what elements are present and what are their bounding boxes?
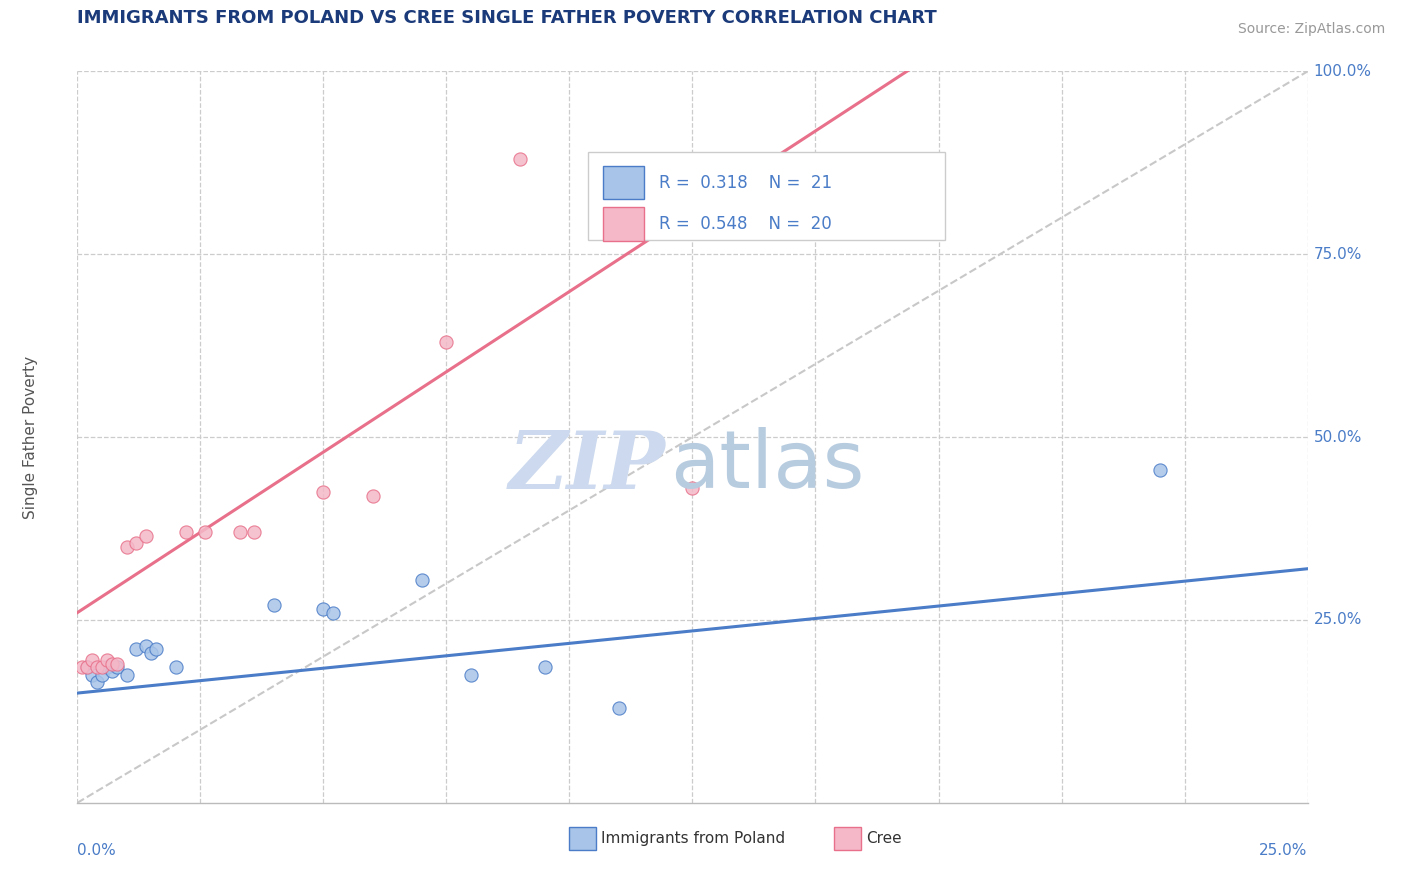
Point	[115, 667, 138, 681]
Point	[607, 700, 630, 714]
Point	[115, 540, 138, 554]
Text: Immigrants from Poland: Immigrants from Poland	[602, 831, 786, 847]
Text: 0.0%: 0.0%	[77, 843, 117, 858]
Point	[105, 660, 128, 674]
Point	[96, 653, 118, 667]
Text: 25.0%: 25.0%	[1313, 613, 1362, 627]
Point	[101, 657, 124, 671]
Text: 50.0%: 50.0%	[1313, 430, 1362, 444]
Bar	[569, 827, 596, 850]
Bar	[603, 207, 644, 241]
Point	[411, 573, 433, 587]
Point	[101, 664, 124, 678]
Text: R =  0.318    N =  21: R = 0.318 N = 21	[659, 174, 832, 192]
Point	[135, 529, 157, 543]
FancyBboxPatch shape	[588, 152, 945, 240]
Point	[90, 660, 114, 674]
Text: ZIP: ZIP	[509, 427, 665, 505]
Point	[141, 646, 163, 660]
Point	[86, 660, 108, 674]
Point	[263, 599, 285, 613]
Point	[460, 667, 482, 681]
Text: IMMIGRANTS FROM POLAND VS CREE SINGLE FATHER POVERTY CORRELATION CHART: IMMIGRANTS FROM POLAND VS CREE SINGLE FA…	[77, 10, 936, 28]
Point	[125, 642, 148, 657]
Text: R =  0.548    N =  20: R = 0.548 N = 20	[659, 215, 832, 233]
Bar	[834, 827, 860, 850]
Point	[165, 660, 187, 674]
Point	[70, 660, 93, 674]
Point	[86, 675, 108, 690]
Point	[125, 536, 148, 550]
Point	[105, 657, 128, 671]
Point	[76, 660, 98, 674]
Point	[509, 152, 531, 166]
Point	[194, 525, 217, 540]
Text: 100.0%: 100.0%	[1313, 64, 1372, 78]
Point	[145, 642, 167, 657]
Point	[312, 485, 335, 500]
Point	[322, 606, 344, 620]
Point	[96, 660, 118, 674]
Point	[174, 525, 197, 540]
Bar	[603, 166, 644, 200]
Point	[361, 489, 384, 503]
Point	[534, 660, 557, 674]
Point	[243, 525, 266, 540]
Point	[76, 660, 98, 674]
Point	[436, 334, 458, 349]
Text: 75.0%: 75.0%	[1313, 247, 1362, 261]
Point	[682, 481, 704, 495]
Point	[312, 602, 335, 616]
Point	[90, 667, 114, 681]
Text: Cree: Cree	[866, 831, 901, 847]
Text: 25.0%: 25.0%	[1260, 843, 1308, 858]
Point	[82, 667, 104, 681]
Text: atlas: atlas	[671, 427, 865, 506]
Text: Source: ZipAtlas.com: Source: ZipAtlas.com	[1237, 22, 1385, 37]
Point	[1149, 463, 1171, 477]
Point	[228, 525, 252, 540]
Point	[135, 639, 157, 653]
Text: Single Father Poverty: Single Father Poverty	[22, 356, 38, 518]
Point	[82, 653, 104, 667]
